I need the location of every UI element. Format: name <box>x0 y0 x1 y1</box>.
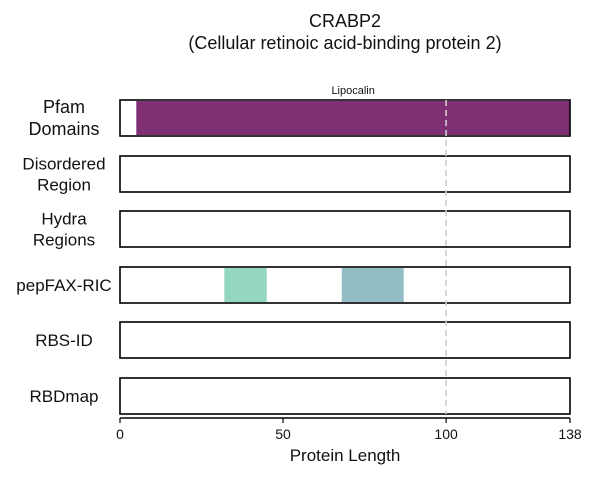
track-label-disordered-region: Disordered Region <box>22 155 105 195</box>
track-label-pfam-domains: Pfam Domains <box>28 97 99 139</box>
x-tick-label-0: 0 <box>116 426 124 442</box>
track-label-pepfax-ric: pepFAX-RIC <box>16 276 111 295</box>
chart-title: CRABP2 <box>308 11 382 31</box>
x-tick-label-50: 50 <box>275 426 291 442</box>
track-frame-disordered-region <box>119 155 571 193</box>
segment-pepfax-ric-1 <box>341 268 404 302</box>
track-frame-rbs-id <box>119 321 571 359</box>
segment-pfam-domains-0 <box>136 101 570 135</box>
track-frame-rbdmap <box>119 377 571 415</box>
track-frame-pfam-domains <box>119 99 571 137</box>
track-label-rbdmap: RBDmap <box>30 387 99 406</box>
track-label-hydra-regions: Hydra Regions <box>33 210 95 250</box>
chart-subtitle: (Cellular retinoic acid-binding protein … <box>188 33 502 53</box>
segment-label-pfam-domains-0: Lipocalin <box>331 85 374 97</box>
tracks-layer: Lipocalin Pfam Domains Disordered Region Hydr… <box>16 85 571 415</box>
track-frame-pepfax-ric <box>119 266 571 304</box>
x-axis-label: Protein Length <box>290 446 401 465</box>
segment-pepfax-ric-0 <box>224 268 267 302</box>
track-label-rbs-id: RBS-ID <box>35 331 93 350</box>
x-axis: 0 50 100 138 Protein Length <box>116 417 582 465</box>
x-tick-label-100: 100 <box>434 426 458 442</box>
track-frame-hydra-regions <box>119 210 571 248</box>
x-tick-label-138: 138 <box>558 426 582 442</box>
